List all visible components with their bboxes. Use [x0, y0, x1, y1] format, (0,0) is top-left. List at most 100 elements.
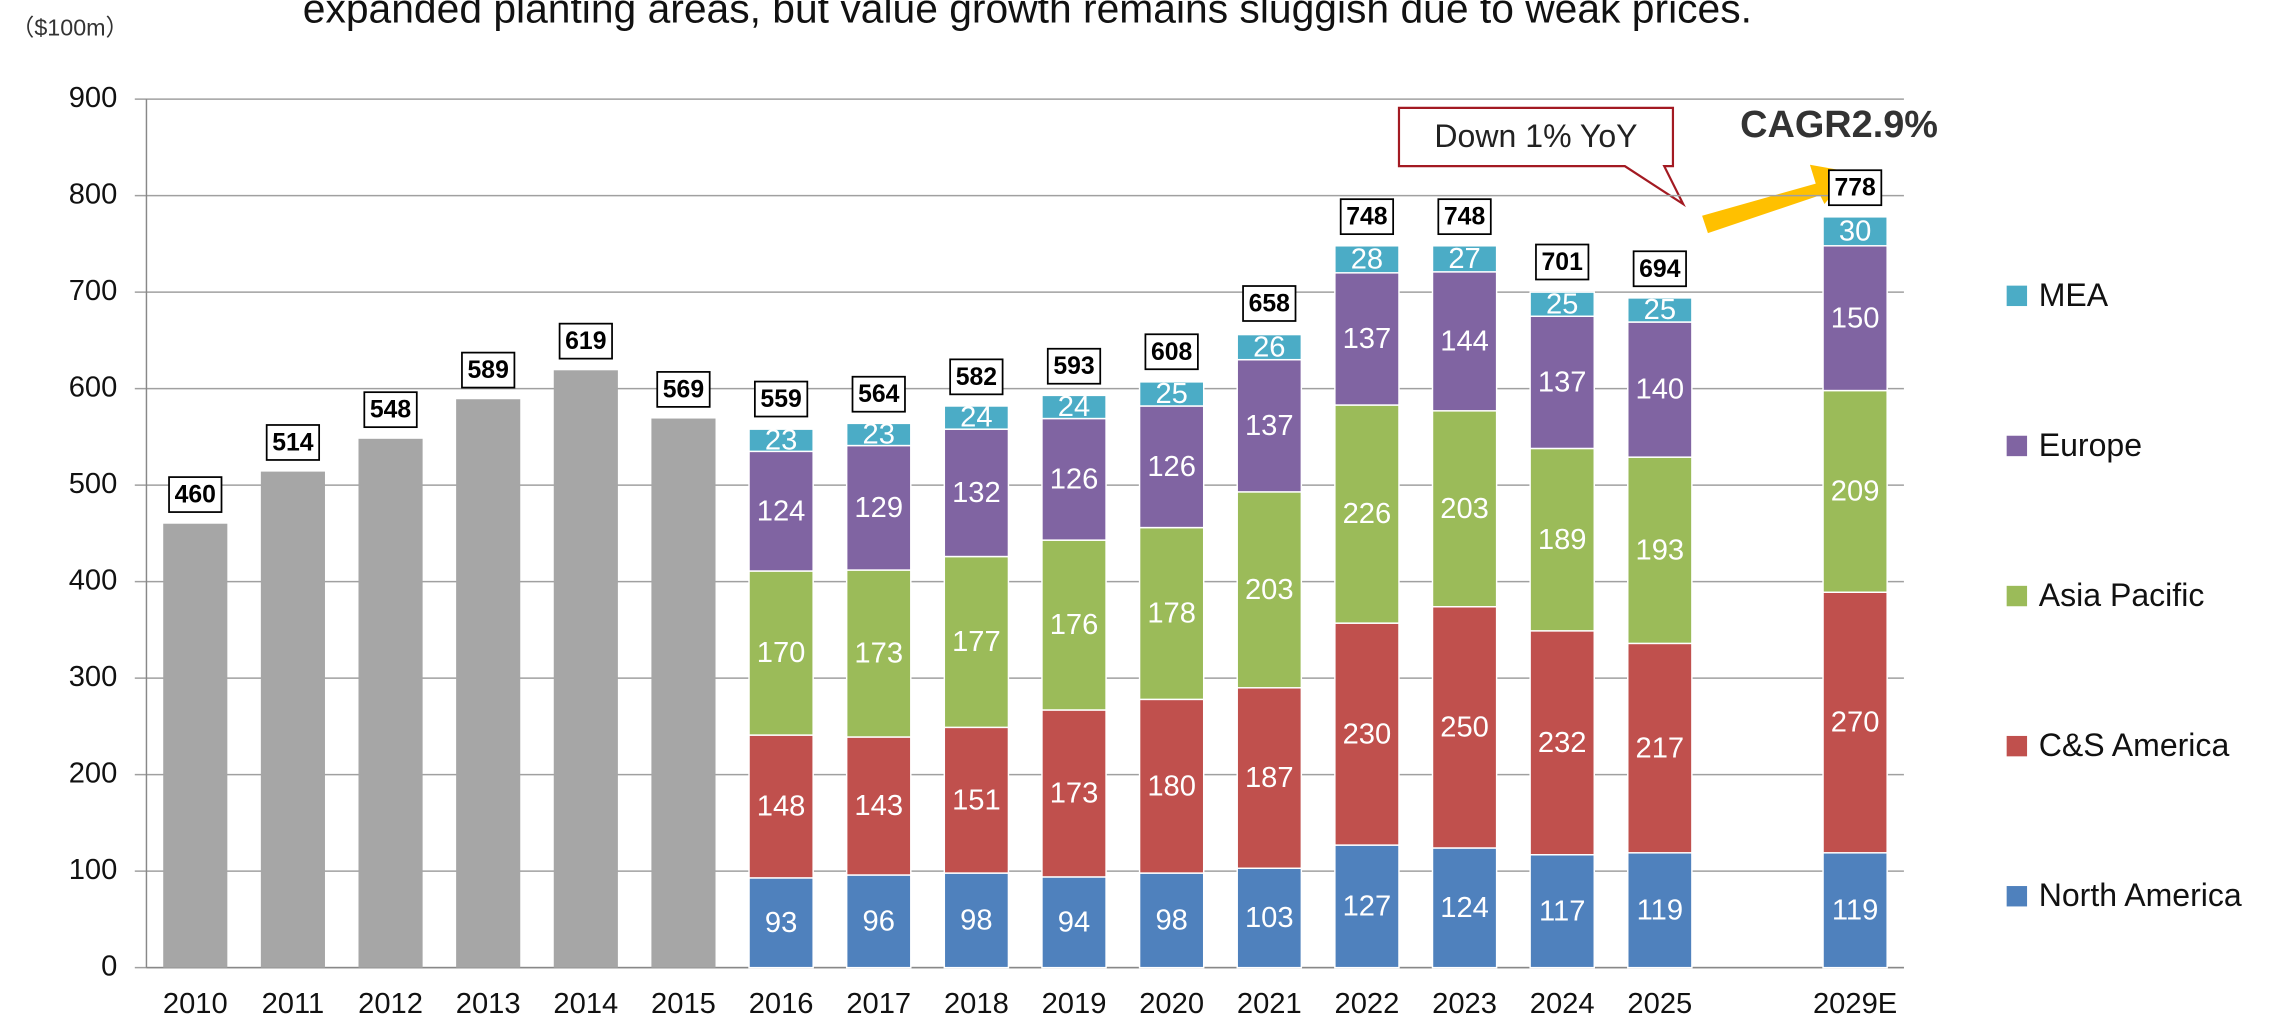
- total-box: [753, 380, 809, 418]
- bar-segment: [1822, 216, 1888, 247]
- segment-label: 25: [1155, 378, 1187, 410]
- bar-segment: [1627, 321, 1693, 458]
- bar-segment: [748, 450, 814, 572]
- segment-label: 28: [1351, 243, 1383, 275]
- segment-label: 98: [1155, 905, 1187, 937]
- segment-label: 230: [1343, 718, 1392, 750]
- segment-label: 137: [1245, 410, 1294, 442]
- callout-box: [1397, 106, 1686, 208]
- x-tick-label: 2019: [1042, 988, 1107, 1020]
- segment-label: 177: [952, 626, 1001, 658]
- x-tick-label: 2024: [1530, 988, 1595, 1020]
- bar-segment: [1138, 698, 1205, 874]
- segment-label: 124: [1440, 892, 1489, 924]
- bar-segment: [943, 405, 1010, 430]
- y-tick-label: 500: [69, 468, 118, 500]
- segment-label: 203: [1245, 574, 1294, 606]
- segment-label: 126: [1147, 451, 1196, 483]
- total-bar: [358, 438, 423, 968]
- total-label: 778: [1834, 175, 1876, 202]
- segment-label: 217: [1636, 732, 1685, 764]
- y-tick-label: 100: [69, 854, 118, 886]
- y-tick-label: 300: [69, 661, 118, 693]
- segment-label: 189: [1538, 524, 1587, 556]
- segment-label: 170: [757, 637, 806, 669]
- bar-segment: [1822, 389, 1888, 593]
- x-tick-label: 2022: [1335, 988, 1400, 1020]
- total-label: 564: [858, 381, 900, 408]
- legend-swatch: [2006, 735, 2028, 757]
- bar-segment: [1822, 591, 1888, 854]
- segment-label: 23: [765, 424, 797, 456]
- total-label: 701: [1542, 249, 1584, 276]
- total-label: 593: [1053, 353, 1094, 380]
- bar-segment: [1334, 272, 1400, 406]
- total-label: 748: [1444, 204, 1486, 231]
- segment-label: 151: [952, 784, 1001, 816]
- bar-segment: [1627, 456, 1693, 645]
- segment-label: 24: [960, 402, 992, 434]
- segment-label: 270: [1831, 707, 1880, 739]
- bar-segment: [1334, 245, 1400, 274]
- total-label: 619: [565, 328, 606, 355]
- y-tick-label: 200: [69, 757, 118, 789]
- segment-label: 129: [854, 492, 903, 524]
- segment-label: 98: [960, 905, 992, 937]
- segment-label: 94: [1058, 906, 1090, 938]
- segment-label: 193: [1636, 534, 1685, 566]
- bar-segment: [845, 444, 912, 571]
- total-box: [1242, 285, 1297, 322]
- segment-label: 126: [1050, 463, 1099, 495]
- bar-segment: [748, 734, 814, 879]
- total-bar: [456, 399, 521, 968]
- segment-label: 93: [765, 907, 797, 939]
- total-label: 514: [272, 429, 314, 456]
- bar-segment: [943, 872, 1010, 969]
- bar-segment: [1138, 526, 1205, 701]
- segment-label: 178: [1147, 598, 1196, 630]
- segment-label: 103: [1245, 902, 1294, 934]
- segment-label: 180: [1147, 770, 1196, 802]
- segment-label: 119: [1637, 894, 1683, 926]
- bar-segment: [1138, 872, 1205, 969]
- total-bar: [163, 523, 228, 968]
- x-tick-label: 2010: [163, 988, 228, 1020]
- segment-label: 173: [1050, 778, 1099, 810]
- segment-label: 24: [1058, 391, 1090, 423]
- total-label: 460: [175, 482, 216, 509]
- segment-label: 96: [863, 905, 895, 937]
- segment-label: 137: [1343, 323, 1392, 355]
- segment-label: 119: [1832, 894, 1878, 926]
- bar-segment: [1822, 852, 1888, 969]
- legend-swatch: [2006, 285, 2028, 307]
- chart-title: expanded planting areas, but value growt…: [303, 0, 1752, 31]
- segment-label: 25: [1644, 294, 1676, 326]
- total-box: [949, 358, 1004, 396]
- x-tick-label: 2018: [944, 988, 1009, 1020]
- legend-swatch: [2006, 435, 2028, 457]
- cagr-label: CAGR2.9%: [1740, 104, 1938, 146]
- total-bar: [260, 471, 325, 968]
- x-tick-label: 2020: [1139, 988, 1204, 1020]
- segment-label: 232: [1538, 727, 1587, 759]
- total-box: [265, 424, 321, 461]
- bar-segment: [1041, 709, 1107, 878]
- x-tick-label: 2014: [553, 988, 618, 1020]
- x-tick-label: 2016: [749, 988, 814, 1020]
- x-tick-label: 2017: [846, 988, 911, 1020]
- legend-swatch: [2006, 886, 2028, 907]
- segment-label: 173: [854, 638, 903, 670]
- segment-label: 209: [1831, 476, 1880, 508]
- bar-segment: [1334, 404, 1400, 624]
- segment-label: 23: [863, 419, 895, 451]
- bar-segment: [943, 726, 1010, 874]
- bar-segment: [1431, 245, 1498, 273]
- total-box: [168, 476, 223, 513]
- bar-segment: [1627, 297, 1693, 323]
- bar-segment: [1431, 410, 1498, 608]
- bar-segment: [1431, 605, 1498, 849]
- segment-label: 203: [1440, 493, 1489, 525]
- y-tick-label: 800: [69, 178, 118, 210]
- bar-segment: [845, 874, 912, 969]
